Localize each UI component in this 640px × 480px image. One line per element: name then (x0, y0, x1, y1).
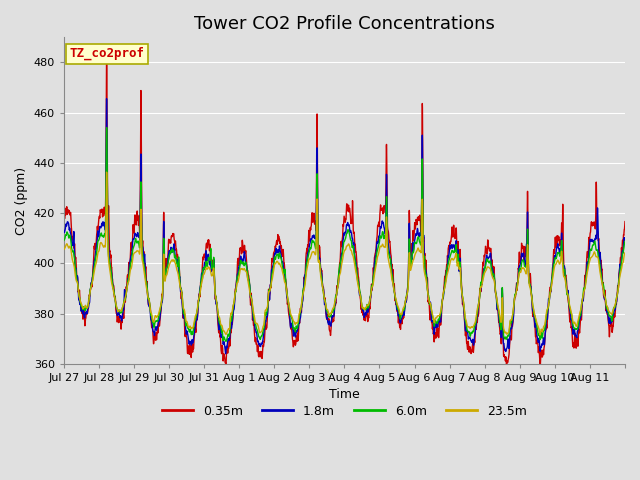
6.0m (60, 238, 68, 243)
1.8m (60, 228, 68, 233)
23.5m (541, 322, 548, 328)
23.5m (536, 332, 544, 338)
Line: 23.5m: 23.5m (64, 172, 625, 335)
Text: TZ_co2prof: TZ_co2prof (70, 47, 145, 60)
1.8m (621, 235, 629, 241)
23.5m (396, 309, 403, 314)
23.5m (177, 285, 184, 290)
0.35m (526, 272, 534, 277)
23.5m (499, 297, 506, 302)
23.5m (621, 250, 629, 255)
6.0m (541, 327, 548, 333)
6.0m (396, 312, 403, 317)
1.8m (177, 285, 184, 290)
23.5m (526, 284, 534, 290)
0.35m (60, 207, 68, 213)
23.5m (60, 247, 68, 252)
Line: 6.0m: 6.0m (64, 128, 625, 341)
0.35m (222, 365, 230, 371)
6.0m (177, 284, 184, 289)
1.8m (103, 96, 111, 102)
23.5m (103, 169, 111, 175)
6.0m (365, 300, 373, 306)
1.8m (499, 300, 506, 305)
6.0m (621, 239, 629, 244)
0.35m (499, 298, 506, 304)
0.35m (621, 219, 629, 225)
23.5m (365, 300, 373, 305)
0.35m (396, 323, 403, 328)
0.35m (365, 303, 373, 309)
6.0m (222, 338, 230, 344)
0.35m (541, 341, 548, 347)
Line: 0.35m: 0.35m (64, 51, 625, 368)
6.0m (499, 292, 506, 298)
Title: Tower CO2 Profile Concentrations: Tower CO2 Profile Concentrations (194, 15, 495, 33)
Line: 1.8m: 1.8m (64, 99, 625, 354)
1.8m (365, 299, 373, 305)
0.35m (103, 48, 111, 54)
6.0m (526, 283, 534, 288)
1.8m (541, 340, 548, 346)
6.0m (103, 125, 111, 131)
Y-axis label: CO2 (ppm): CO2 (ppm) (15, 167, 28, 235)
1.8m (526, 283, 534, 288)
0.35m (177, 281, 184, 287)
1.8m (221, 351, 229, 357)
1.8m (396, 316, 403, 322)
Legend: 0.35m, 1.8m, 6.0m, 23.5m: 0.35m, 1.8m, 6.0m, 23.5m (157, 400, 532, 423)
X-axis label: Time: Time (329, 388, 360, 401)
